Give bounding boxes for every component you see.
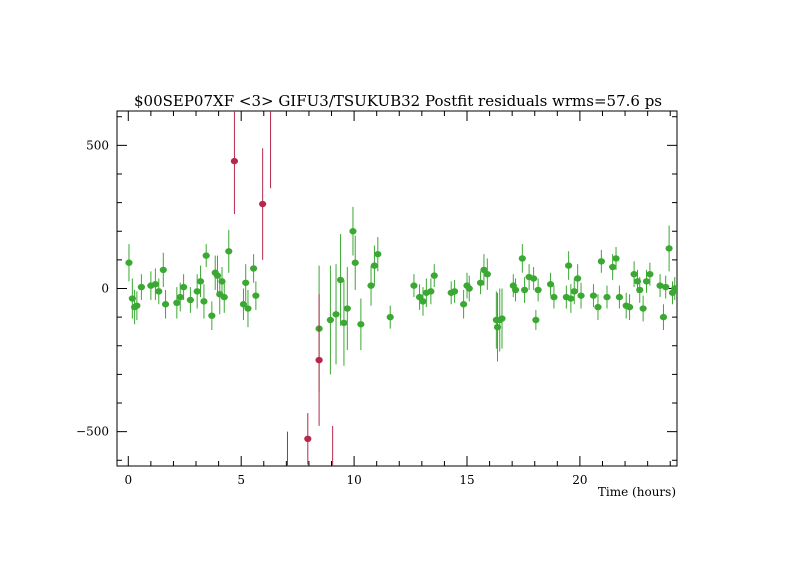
data-point (370, 262, 379, 269)
outlier-point (267, 85, 274, 91)
data-point (498, 315, 506, 322)
data-point (202, 252, 210, 259)
data-point (659, 313, 668, 321)
data-point (196, 278, 205, 285)
data-point (594, 303, 602, 311)
data-point (186, 296, 194, 304)
y-tick-label: 500 (86, 138, 109, 152)
data-point (665, 245, 673, 252)
data-point (597, 258, 605, 265)
outlier-point (315, 356, 323, 364)
data-point (671, 285, 677, 292)
data-point (242, 279, 250, 286)
data-point (200, 298, 208, 305)
data-point (609, 263, 617, 271)
data-point (450, 288, 459, 295)
data-point (176, 293, 184, 301)
outlier-point (329, 480, 336, 486)
data-point (180, 283, 188, 291)
data-point (155, 288, 163, 295)
data-point (332, 311, 340, 318)
data-point (603, 293, 611, 301)
data-point (532, 316, 540, 324)
data-point (220, 293, 228, 301)
data-point (427, 288, 435, 295)
data-point (565, 262, 573, 269)
data-point (225, 248, 233, 255)
data-point (476, 279, 485, 286)
data-point (430, 272, 438, 279)
data-point (133, 302, 141, 309)
data-point (326, 316, 334, 324)
data-point (419, 298, 427, 305)
data-point (357, 321, 365, 328)
x-tick-label: 0 (124, 473, 132, 487)
data-point (250, 265, 258, 272)
data-point (534, 286, 542, 294)
data-point (577, 292, 585, 299)
data-point (343, 305, 351, 312)
data-point (151, 281, 159, 288)
data-point (351, 259, 359, 266)
data-point (410, 282, 418, 289)
x-tick-label: 20 (572, 473, 587, 487)
x-tick-label: 5 (237, 473, 245, 487)
data-point (520, 286, 529, 294)
data-point (193, 288, 201, 295)
data-point (646, 270, 654, 278)
data-point (161, 301, 170, 308)
data-point (125, 259, 133, 266)
outlier-point (304, 435, 312, 443)
data-point (336, 276, 345, 284)
data-point (639, 305, 647, 312)
data-point (173, 299, 181, 307)
axis-ticks (117, 111, 677, 466)
y-tick-label: −500 (76, 425, 109, 439)
x-tick-label: 15 (459, 473, 474, 487)
data-point (656, 282, 664, 289)
y-tick-label: 0 (101, 282, 109, 296)
data-point (367, 282, 375, 289)
data-point (511, 286, 520, 294)
data-point (574, 275, 582, 282)
data-point (550, 293, 558, 301)
data-point (483, 270, 491, 278)
data-point (340, 319, 348, 327)
data-point (662, 283, 670, 291)
data-point (460, 301, 468, 308)
x-tick-label: 10 (346, 473, 361, 487)
data-point (244, 305, 252, 312)
data-point (630, 270, 638, 278)
data-point (465, 285, 473, 292)
x-axis-label: Time (hours) (598, 485, 676, 499)
data-point (612, 255, 620, 262)
data-point (252, 292, 260, 299)
outlier-point (230, 157, 239, 165)
outlier-point (284, 483, 291, 489)
data-point (530, 275, 538, 282)
data-point (374, 250, 382, 258)
data-point (137, 283, 145, 291)
data-point (636, 286, 644, 294)
data-point (615, 293, 624, 301)
outlier-point (259, 200, 267, 208)
data-point (642, 278, 651, 285)
data-point (159, 266, 167, 274)
data-point (518, 255, 526, 262)
chart-title: $00SEP07XF <3> GIFU3/TSUKUB32 Postfit re… (134, 92, 662, 110)
data-point (349, 228, 357, 235)
data-point (589, 292, 598, 299)
data-point (546, 281, 555, 288)
axis-tick-labels: 0 5 10 15 20 500 0 −500 (76, 138, 588, 487)
data-point (208, 312, 216, 319)
data-point (570, 288, 578, 295)
data-point (386, 313, 394, 321)
data-point (567, 295, 575, 302)
data-point (625, 303, 634, 311)
data-points (125, 85, 677, 489)
data-point (239, 301, 248, 308)
